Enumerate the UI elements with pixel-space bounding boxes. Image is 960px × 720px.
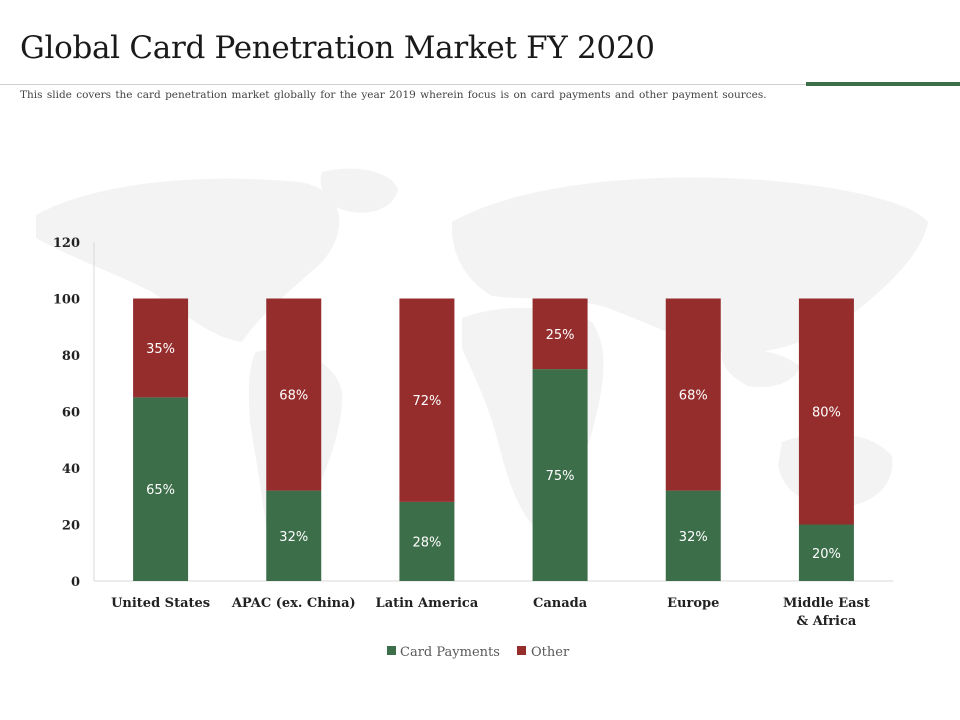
y-tick-label: 80	[62, 349, 80, 364]
bar-segment-card-payments	[266, 490, 322, 581]
slide-title: Global Card Penetration Market FY 2020	[20, 30, 655, 66]
bar-segment-card-payments	[133, 397, 189, 581]
map-greenland	[320, 168, 398, 213]
bars: 65% 35% 32% 68% 28% 72% 75% 25% 32% 68% 20% 80%	[133, 298, 854, 581]
data-label: 35%	[146, 342, 175, 357]
title-divider	[0, 84, 806, 85]
data-label: 20%	[812, 547, 841, 562]
bar-segment-card-payments	[532, 369, 588, 581]
legend-swatch	[517, 646, 526, 655]
bar-segment-other	[798, 298, 854, 525]
x-category-label: Middle East & Africa	[783, 596, 870, 629]
data-label: 80%	[812, 406, 841, 421]
y-tick-label: 0	[71, 575, 80, 590]
bar-segment-other	[399, 298, 455, 502]
x-category-label: Latin America	[376, 596, 479, 611]
legend: Card Payments Other	[387, 645, 570, 660]
bar-segment-card-payments	[798, 524, 854, 581]
y-tick-label: 40	[62, 462, 80, 477]
y-tick-label: 20	[62, 519, 80, 534]
map-southeast-asia	[721, 349, 800, 388]
bar-segment-card-payments	[665, 490, 721, 581]
data-label: 68%	[679, 389, 708, 404]
y-tick-label: 60	[62, 406, 80, 421]
data-label: 32%	[279, 530, 308, 545]
bar-segment-other	[133, 298, 189, 398]
data-label: 72%	[412, 394, 441, 409]
x-category-label: APAC (ex. China)	[231, 596, 356, 611]
data-label: 68%	[279, 389, 308, 404]
map-north-america	[36, 178, 340, 342]
y-tick-label: 100	[53, 293, 80, 308]
data-label: 25%	[546, 328, 575, 343]
bar-segment-other	[665, 298, 721, 491]
x-category-label: Canada	[533, 596, 588, 611]
bar-segment-card-payments	[399, 501, 455, 581]
slide-subtitle: This slide covers the card penetration m…	[20, 89, 767, 101]
data-label: 75%	[546, 469, 575, 484]
legend-swatch	[387, 646, 396, 655]
y-tick-label: 120	[53, 236, 80, 251]
axes: 0 20 40 60 80 100 120 United States APAC (ex. Ch…	[53, 236, 893, 629]
legend-label: Card Payments	[400, 645, 500, 660]
x-category-label: Europe	[667, 596, 719, 611]
data-label: 65%	[146, 483, 175, 498]
legend-label: Other	[531, 645, 570, 660]
x-category-label: United States	[111, 596, 210, 611]
bar-segment-other	[532, 298, 588, 370]
data-label: 28%	[412, 535, 441, 550]
title-accent-bar	[806, 82, 960, 86]
data-label: 32%	[679, 530, 708, 545]
bar-segment-other	[266, 298, 322, 491]
